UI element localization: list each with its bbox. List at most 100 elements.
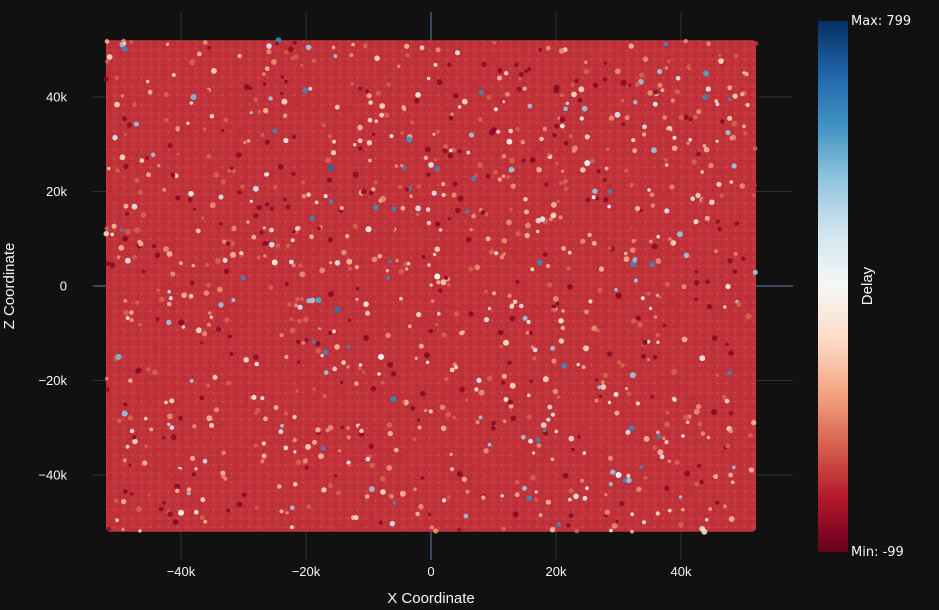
texture-marker [664, 158, 668, 162]
texture-marker [195, 327, 202, 334]
texture-marker [522, 315, 528, 321]
texture-marker [309, 234, 314, 240]
texture-marker [451, 192, 457, 198]
texture-marker [554, 429, 558, 434]
texture-marker [266, 49, 272, 55]
texture-marker [732, 465, 736, 470]
texture-marker [369, 491, 376, 497]
texture-marker [474, 264, 481, 271]
texture-marker [629, 184, 633, 188]
texture-marker [295, 226, 300, 231]
texture-marker [206, 383, 211, 388]
texture-marker [341, 110, 348, 116]
texture-marker [574, 78, 579, 84]
texture-marker [395, 258, 399, 263]
texture-marker [315, 341, 321, 347]
texture-marker [550, 212, 557, 219]
texture-marker [493, 107, 498, 112]
texture-marker [351, 42, 355, 47]
texture-marker [384, 112, 390, 118]
texture-marker [327, 424, 334, 431]
texture-marker [170, 434, 177, 440]
texture-marker [399, 490, 406, 497]
texture-marker [120, 94, 125, 98]
texture-marker [481, 495, 486, 500]
texture-marker [360, 189, 367, 195]
texture-marker [262, 226, 266, 230]
texture-marker [387, 430, 393, 437]
texture-marker [551, 358, 557, 364]
texture-marker [450, 112, 454, 116]
texture-marker [664, 66, 669, 70]
texture-marker [601, 445, 606, 449]
texture-marker [606, 183, 613, 190]
texture-marker [536, 265, 541, 270]
texture-marker [725, 283, 731, 290]
texture-marker [631, 238, 636, 244]
texture-marker [212, 374, 218, 380]
texture-marker [449, 367, 455, 373]
texture-marker [535, 437, 541, 443]
texture-marker [516, 86, 522, 92]
texture-marker [727, 85, 733, 91]
colorbar-max-label: Max: 799 [851, 14, 911, 29]
texture-marker [597, 385, 602, 390]
texture-marker [193, 207, 197, 211]
texture-marker [614, 410, 620, 416]
texture-marker [123, 309, 129, 316]
x-tick-label: −40k [167, 564, 196, 579]
texture-marker [317, 226, 321, 230]
texture-marker [561, 309, 565, 313]
texture-marker [174, 287, 179, 291]
texture-marker [734, 381, 739, 387]
texture-marker [546, 417, 551, 422]
data-point [378, 353, 384, 360]
texture-marker [280, 91, 284, 96]
texture-marker [695, 192, 701, 198]
texture-marker [367, 117, 373, 123]
texture-marker [731, 163, 737, 169]
texture-marker [243, 140, 247, 145]
texture-marker [277, 484, 282, 489]
texture-marker [193, 50, 198, 55]
texture-marker [434, 246, 440, 252]
texture-marker [105, 387, 110, 392]
texture-marker [732, 48, 737, 53]
texture-marker [456, 482, 460, 487]
data-point [115, 353, 122, 360]
texture-marker [190, 280, 195, 286]
texture-marker [429, 525, 435, 530]
texture-marker [582, 495, 588, 501]
texture-marker [283, 445, 289, 451]
texture-marker [677, 431, 682, 435]
texture-marker [442, 148, 448, 154]
texture-marker [512, 299, 518, 305]
texture-marker [290, 505, 295, 511]
texture-marker [418, 503, 424, 510]
texture-marker [225, 241, 231, 246]
texture-marker [651, 243, 658, 250]
texture-marker [435, 47, 441, 53]
texture-marker [693, 219, 699, 225]
texture-marker [732, 93, 738, 99]
texture-marker [385, 332, 391, 338]
texture-marker [412, 437, 417, 442]
texture-marker [378, 520, 383, 525]
texture-marker [134, 325, 139, 331]
texture-marker [565, 101, 570, 106]
texture-marker [386, 422, 393, 428]
texture-marker [678, 495, 683, 499]
texture-marker [285, 511, 289, 515]
texture-marker [528, 330, 534, 336]
texture-marker [331, 45, 336, 50]
texture-marker [662, 323, 667, 328]
texture-marker [298, 263, 303, 268]
texture-marker [618, 47, 625, 53]
texture-marker [447, 62, 452, 67]
texture-marker [389, 520, 395, 527]
texture-marker [632, 148, 638, 154]
texture-marker [227, 334, 232, 339]
texture-marker [545, 499, 552, 505]
texture-marker [467, 273, 472, 278]
texture-marker [260, 396, 265, 401]
